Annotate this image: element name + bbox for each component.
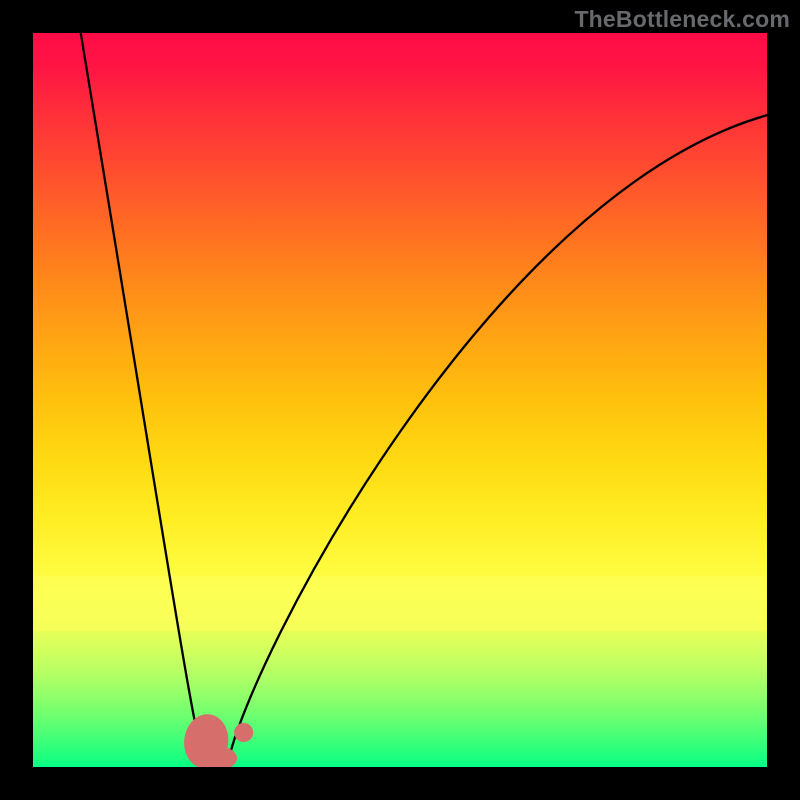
plot-frame [33,33,767,767]
watermark-text: TheBottleneck.com [574,6,790,33]
gradient-background [33,33,767,767]
yellow-band [33,576,767,631]
plot-svg [33,33,767,767]
stage: TheBottleneck.com [0,0,800,800]
blob-small [234,723,253,742]
